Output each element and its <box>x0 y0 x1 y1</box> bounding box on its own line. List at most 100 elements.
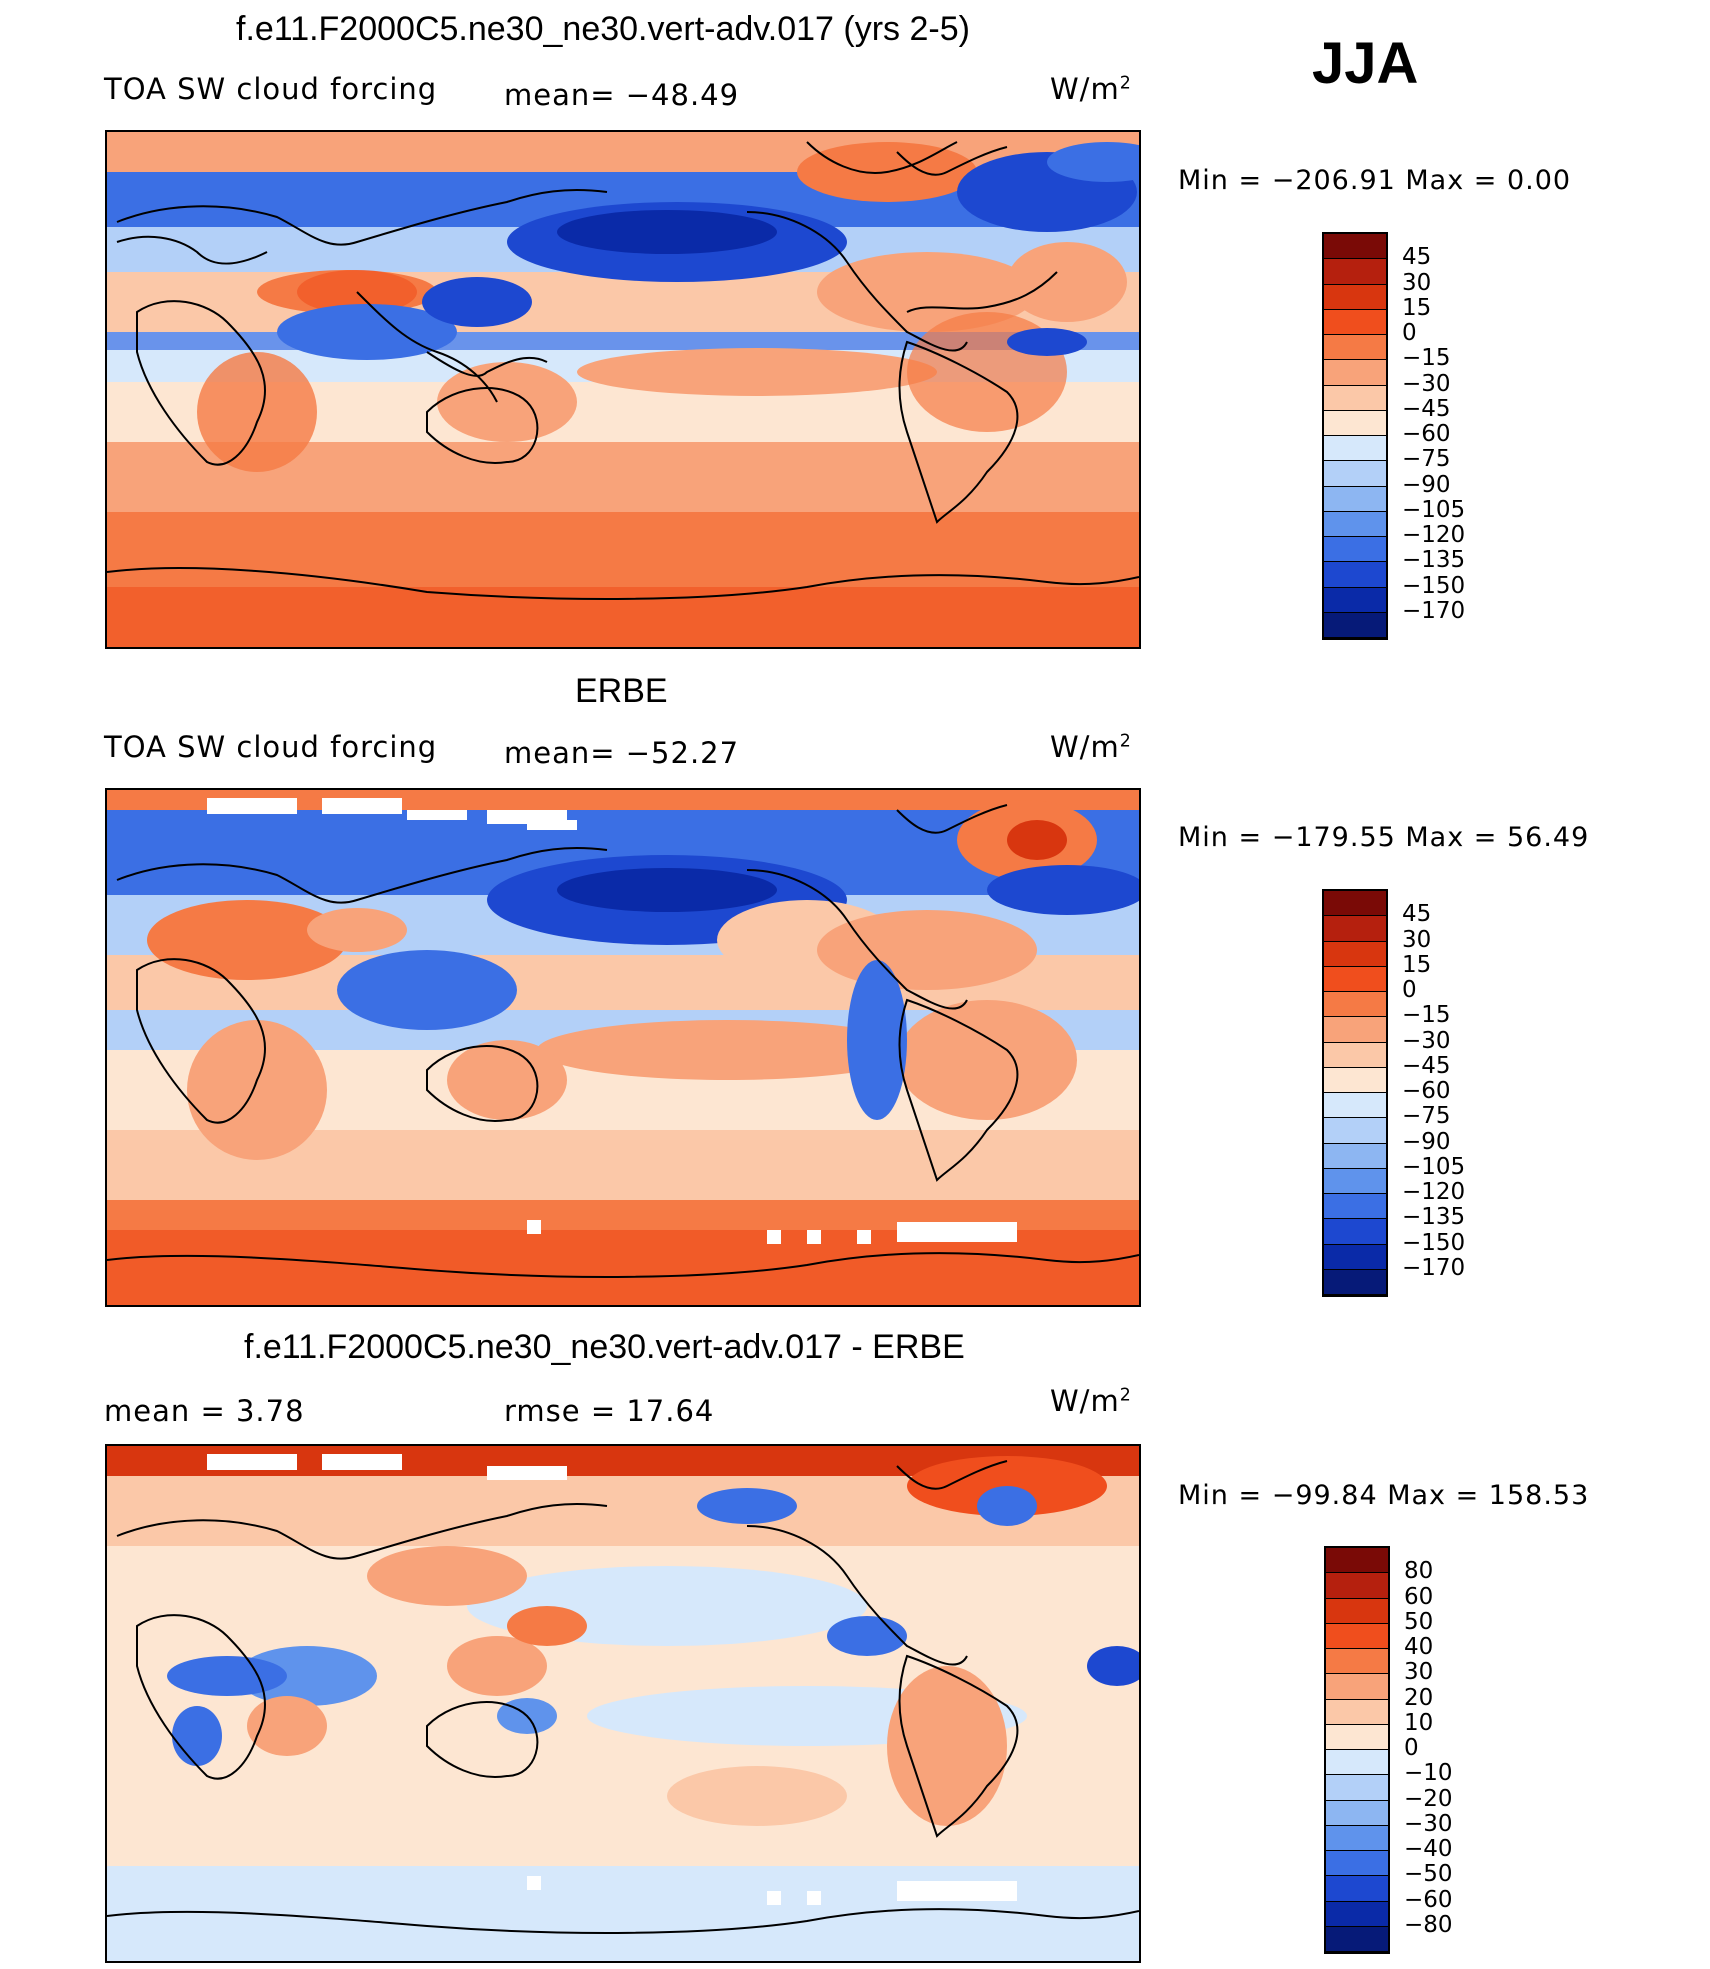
colorbar-tick-label: −30 <box>1402 370 1451 397</box>
panel2-colorbar <box>1322 889 1388 1297</box>
colorbar-segment <box>1324 1067 1386 1093</box>
colorbar-segment <box>1324 891 1386 917</box>
panel3-map <box>105 1444 1141 1963</box>
colorbar-segment <box>1324 612 1386 638</box>
colorbar-segment <box>1324 966 1386 992</box>
panel2-units: W/m2 <box>1050 730 1132 764</box>
colorbar-tick-label: −30 <box>1404 1810 1453 1837</box>
colorbar-segment <box>1324 511 1386 537</box>
colorbar-tick-label: −20 <box>1404 1785 1453 1812</box>
colorbar-segment <box>1326 1548 1388 1574</box>
colorbar-segment <box>1326 1926 1388 1952</box>
colorbar-tick-label: −60 <box>1404 1886 1453 1913</box>
colorbar-segment <box>1324 436 1386 462</box>
colorbar-tick-label: −90 <box>1402 471 1451 498</box>
colorbar-tick-label: −90 <box>1402 1128 1451 1155</box>
colorbar-segment <box>1324 461 1386 487</box>
colorbar-tick-label: −15 <box>1402 1002 1451 1029</box>
colorbar-segment <box>1324 1194 1386 1220</box>
colorbar-tick-label: 80 <box>1404 1558 1434 1585</box>
panel2-minmax: Min = −179.55 Max = 56.49 <box>1178 822 1590 853</box>
colorbar-segment <box>1324 486 1386 512</box>
colorbar-segment <box>1326 1750 1388 1776</box>
colorbar-tick-label: −80 <box>1404 1911 1453 1938</box>
colorbar-tick-label: −45 <box>1402 1052 1451 1079</box>
colorbar-segment <box>1324 587 1386 613</box>
colorbar-tick-label: 50 <box>1404 1608 1434 1635</box>
colorbar-segment <box>1324 916 1386 942</box>
colorbar-tick-label: −105 <box>1402 1153 1466 1180</box>
colorbar-segment <box>1324 1118 1386 1144</box>
colorbar-tick-label: 0 <box>1402 320 1417 346</box>
panel3-mean-label: mean = 3.78 <box>104 1394 305 1428</box>
colorbar-segment <box>1324 992 1386 1018</box>
colorbar-segment <box>1324 385 1386 411</box>
colorbar-tick-label: 30 <box>1404 1659 1434 1686</box>
panel1-mean-label: mean= −48.49 <box>504 78 740 112</box>
colorbar-tick-label: −50 <box>1404 1861 1453 1888</box>
colorbar-segment <box>1326 1598 1388 1624</box>
colorbar-tick-label: −170 <box>1402 1254 1466 1281</box>
colorbar-segment <box>1324 335 1386 361</box>
colorbar-tick-label: 45 <box>1402 244 1432 271</box>
colorbar-tick-label: −15 <box>1402 345 1451 372</box>
colorbar-tick-label: −150 <box>1402 572 1466 599</box>
panel1-variable-label: TOA SW cloud forcing <box>104 72 438 106</box>
colorbar-segment <box>1326 1876 1388 1902</box>
colorbar-tick-label: −40 <box>1404 1836 1453 1862</box>
colorbar-tick-label: 60 <box>1404 1583 1434 1610</box>
colorbar-segment <box>1324 234 1386 260</box>
colorbar-tick-label: −60 <box>1402 421 1451 447</box>
colorbar-tick-label: 15 <box>1402 951 1432 978</box>
colorbar-segment <box>1324 1219 1386 1245</box>
colorbar-tick-label: −30 <box>1402 1027 1451 1054</box>
colorbar-tick-label: −10 <box>1404 1760 1453 1787</box>
colorbar-segment <box>1324 1168 1386 1194</box>
colorbar-tick-label: 15 <box>1402 294 1432 321</box>
colorbar-tick-label: 20 <box>1404 1684 1434 1711</box>
colorbar-tick-label: 30 <box>1402 269 1432 296</box>
colorbar-tick-label: 0 <box>1402 977 1417 1003</box>
colorbar-segment <box>1326 1901 1388 1927</box>
panel3-colorbar <box>1324 1546 1390 1954</box>
colorbar-segment <box>1326 1573 1388 1599</box>
colorbar-segment <box>1326 1851 1388 1877</box>
colorbar-segment <box>1326 1825 1388 1851</box>
panel2-map <box>105 788 1141 1307</box>
panel2-title: ERBE <box>575 672 668 710</box>
season-label: JJA <box>1312 31 1419 96</box>
colorbar-segment <box>1326 1724 1388 1750</box>
colorbar-tick-label: −135 <box>1402 1204 1466 1231</box>
colorbar-tick-label: −150 <box>1402 1229 1466 1256</box>
colorbar-tick-label: 40 <box>1404 1634 1434 1660</box>
colorbar-segment <box>1324 1244 1386 1270</box>
colorbar-segment <box>1324 1017 1386 1043</box>
colorbar-tick-label: −120 <box>1402 522 1466 548</box>
colorbar-tick-label: −45 <box>1402 395 1451 422</box>
colorbar-segment <box>1326 1699 1388 1725</box>
panel1-colorbar <box>1322 232 1388 640</box>
colorbar-segment <box>1324 537 1386 563</box>
colorbar-tick-label: 10 <box>1404 1709 1434 1736</box>
panel3-rmse-label: rmse = 17.64 <box>504 1394 715 1428</box>
panel1-minmax: Min = −206.91 Max = 0.00 <box>1178 165 1572 196</box>
colorbar-segment <box>1324 360 1386 386</box>
colorbar-tick-label: −135 <box>1402 547 1466 574</box>
panel2-variable-label: TOA SW cloud forcing <box>104 730 438 764</box>
panel1-title: f.e11.F2000C5.ne30_ne30.vert-adv.017 (yr… <box>236 10 970 48</box>
colorbar-tick-label: 0 <box>1404 1735 1419 1761</box>
colorbar-segment <box>1324 1042 1386 1068</box>
colorbar-tick-label: −105 <box>1402 496 1466 523</box>
panel3-minmax: Min = −99.84 Max = 158.53 <box>1178 1480 1590 1511</box>
colorbar-segment <box>1324 410 1386 436</box>
panel1-units: W/m2 <box>1050 72 1132 106</box>
panel1-map <box>105 130 1141 649</box>
colorbar-segment <box>1324 1143 1386 1169</box>
colorbar-segment <box>1326 1623 1388 1649</box>
colorbar-segment <box>1324 941 1386 967</box>
colorbar-tick-label: −75 <box>1402 446 1451 473</box>
colorbar-tick-label: −75 <box>1402 1103 1451 1130</box>
panel3-units: W/m2 <box>1050 1384 1132 1418</box>
colorbar-segment <box>1324 1093 1386 1119</box>
colorbar-segment <box>1324 284 1386 310</box>
